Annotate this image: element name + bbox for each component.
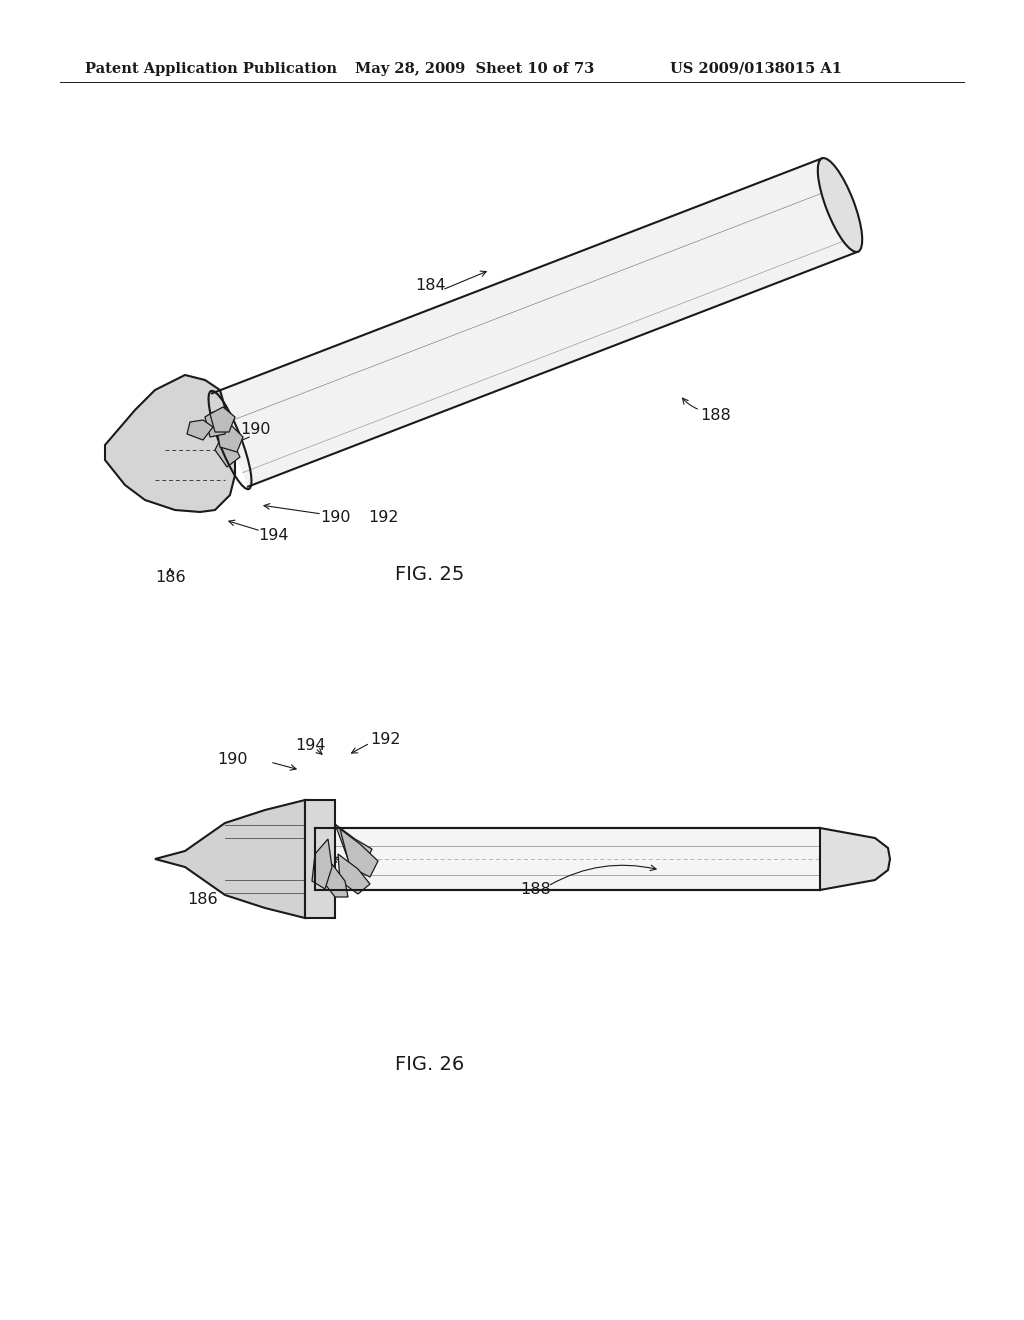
Text: 190: 190 [240,422,270,437]
Text: 188: 188 [520,883,551,898]
Text: May 28, 2009  Sheet 10 of 73: May 28, 2009 Sheet 10 of 73 [355,62,594,77]
Text: US 2009/0138015 A1: US 2009/0138015 A1 [670,62,842,77]
Text: 190: 190 [217,752,248,767]
Polygon shape [212,158,858,487]
Text: 194: 194 [338,861,369,875]
Polygon shape [820,828,890,890]
Text: FIG. 26: FIG. 26 [395,1056,465,1074]
Polygon shape [335,824,372,865]
Ellipse shape [818,158,862,252]
Text: FIG. 25: FIG. 25 [395,565,465,585]
Text: 186: 186 [155,570,185,586]
Text: 188: 188 [700,408,731,422]
Polygon shape [215,434,240,467]
Text: 194: 194 [295,738,326,752]
Polygon shape [187,420,213,440]
Polygon shape [325,865,348,898]
Text: Patent Application Publication: Patent Application Publication [85,62,337,77]
Polygon shape [217,424,243,451]
Polygon shape [210,407,234,432]
Text: 192: 192 [370,733,400,747]
Text: 184: 184 [415,277,445,293]
Text: 190: 190 [272,847,302,862]
Polygon shape [312,840,332,888]
Text: 190: 190 [319,511,350,525]
Polygon shape [205,412,227,437]
Polygon shape [315,828,820,890]
Polygon shape [305,800,335,917]
Polygon shape [105,375,234,512]
Text: 186: 186 [187,892,218,908]
Text: 192: 192 [368,511,398,525]
Polygon shape [340,829,378,876]
Polygon shape [338,854,370,894]
Polygon shape [155,800,305,917]
Text: 194: 194 [170,442,201,458]
Text: 194: 194 [258,528,289,543]
